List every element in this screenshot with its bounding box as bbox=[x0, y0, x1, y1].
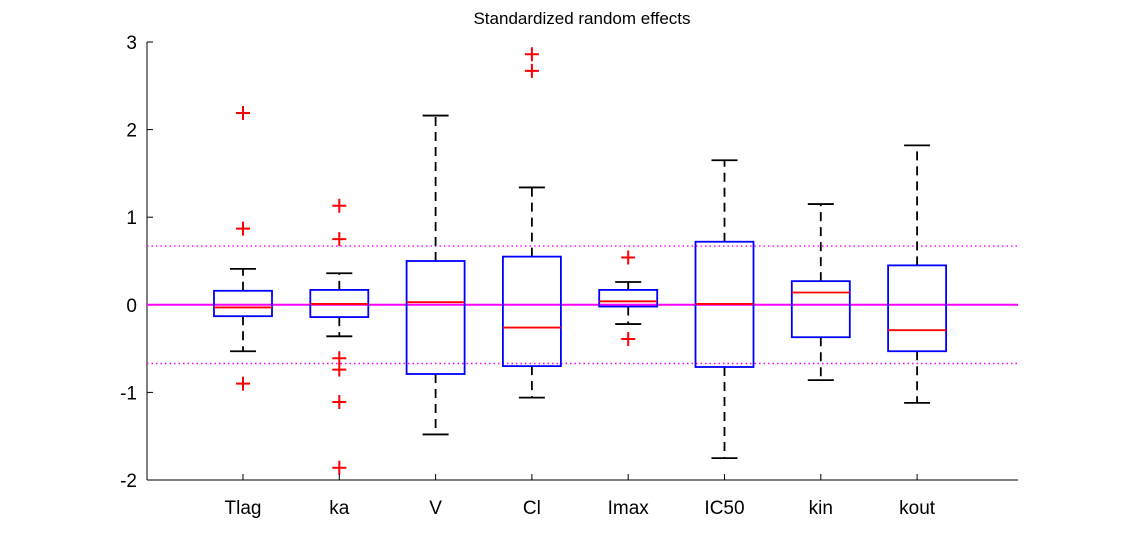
plot-area: -2 -1 0 1 2 3 Tlag ka V Cl Imax IC50 kin kout bbox=[120, 33, 1018, 519]
x-tick-label: Tlag bbox=[225, 498, 262, 519]
x-tick-label: Cl bbox=[523, 498, 541, 519]
outlier-marker bbox=[332, 395, 347, 410]
x-tick-label: V bbox=[429, 498, 442, 519]
outlier-marker bbox=[236, 105, 250, 120]
outlier-marker bbox=[621, 250, 636, 265]
outlier-marker bbox=[524, 47, 539, 62]
x-tick-label: kout bbox=[899, 498, 936, 519]
y-tick-label: -2 bbox=[120, 471, 137, 492]
box-tlag bbox=[213, 289, 273, 318]
outlier-marker bbox=[524, 63, 539, 78]
outlier-marker bbox=[236, 221, 250, 236]
outlier-marker bbox=[621, 331, 636, 346]
y-tick-label: -1 bbox=[120, 383, 137, 404]
outlier-marker bbox=[332, 198, 347, 213]
x-tick-label: ka bbox=[329, 498, 350, 519]
y-tick-label: 0 bbox=[126, 296, 137, 317]
outlier-marker bbox=[236, 376, 250, 391]
outlier-marker bbox=[332, 362, 347, 377]
outlier-marker bbox=[332, 232, 347, 247]
x-tick-label: IC50 bbox=[704, 498, 744, 519]
y-tick-label: 3 bbox=[126, 33, 137, 54]
box-cl bbox=[501, 255, 562, 368]
y-tick-label: 2 bbox=[126, 121, 137, 142]
x-tick-label: kin bbox=[809, 498, 833, 519]
x-tick-label: Imax bbox=[608, 498, 650, 519]
chart-title: Standardized random effects bbox=[473, 9, 690, 28]
outlier-marker bbox=[332, 460, 347, 475]
box-kin bbox=[790, 280, 851, 339]
y-tick-label: 1 bbox=[126, 208, 137, 229]
box-v bbox=[405, 260, 466, 375]
box-kout bbox=[887, 264, 947, 353]
box-imax bbox=[598, 289, 659, 308]
